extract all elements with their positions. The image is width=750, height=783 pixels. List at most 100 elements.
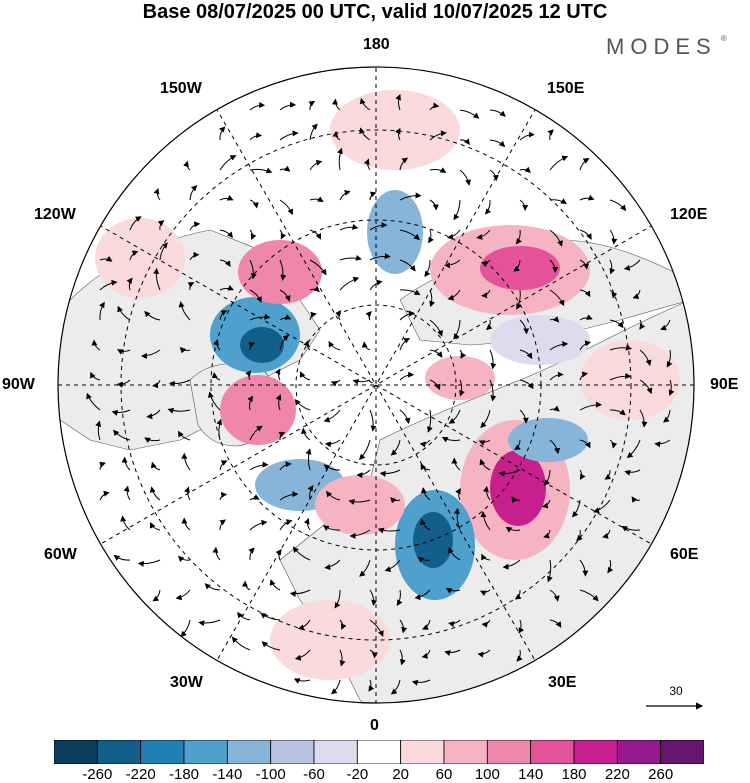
wind-arrow [332, 98, 341, 111]
wind-arrow [448, 547, 461, 561]
wind-arrow [167, 407, 191, 414]
wind-arrow [424, 259, 431, 277]
wind-arrow [549, 439, 561, 455]
wind-arrow [609, 289, 618, 299]
wind-arrow [309, 196, 324, 203]
wind-arrow [300, 427, 311, 441]
wind-arrow [579, 439, 591, 449]
wind-arrow [623, 259, 641, 271]
wind-arrow [459, 169, 472, 186]
wind-arrow [339, 223, 359, 231]
wind-arrow [323, 464, 341, 471]
wind-arrow [514, 589, 522, 600]
colorbar-tick-label: -100 [255, 766, 286, 783]
wind-arrow [184, 486, 191, 501]
colorbar-cell [140, 740, 185, 764]
wind-arrow [95, 420, 102, 441]
colorbar-tick-label: -20 [346, 766, 369, 783]
wind-arrow [390, 439, 401, 456]
wind-arrow [212, 546, 221, 561]
wind-arrow [113, 554, 131, 561]
wind-arrow [356, 469, 371, 479]
wind-arrow [99, 255, 113, 262]
colorbar-tick-label: -220 [125, 766, 156, 783]
neg-anomaly-bering [367, 190, 423, 274]
wind-arrow [339, 190, 351, 201]
wind-arrow [609, 439, 618, 449]
wind-arrow [396, 589, 403, 606]
colorbar [54, 740, 704, 764]
wind-arrow [175, 589, 191, 601]
wind-arrow [309, 123, 318, 141]
colorbar-cell [356, 740, 402, 764]
wind-arrow [422, 619, 431, 630]
wind-arrow [241, 580, 251, 591]
wind-arrow [269, 579, 281, 591]
wind-arrow [579, 469, 586, 481]
wind-arrow [330, 379, 341, 387]
wind-arrow [547, 129, 554, 141]
wind-arrow [368, 679, 375, 692]
wind-arrow [261, 641, 281, 651]
wind-arrow [369, 409, 377, 432]
wind-arrow [129, 216, 142, 231]
wind-arrow [279, 259, 287, 281]
colorbar-cell [96, 740, 142, 764]
colorbar-tick-label: 60 [435, 766, 453, 783]
wind-arrow [249, 132, 263, 141]
pos-anomaly-laptev [425, 356, 495, 400]
wind-arrow [279, 229, 287, 240]
wind-arrow [219, 155, 237, 171]
neg-anomaly-kara [508, 418, 588, 462]
pos-anomaly-alaska [238, 240, 322, 304]
colorbar-tick-label: -60 [303, 766, 325, 783]
wind-arrow [323, 409, 341, 423]
wind-arrow [519, 379, 534, 390]
wind-arrow [369, 589, 378, 606]
wind-arrow [289, 589, 311, 597]
wind-arrow [369, 649, 378, 659]
pos-anomaly-greenland [220, 375, 296, 445]
colorbar-tick-label: -260 [82, 766, 113, 783]
colorbar-tick-label: 220 [604, 766, 630, 783]
wind-arrow [189, 185, 198, 201]
wind-arrow [444, 259, 461, 269]
wind-arrow [120, 515, 131, 531]
wind-arrow [624, 469, 641, 476]
anomaly-contours [95, 90, 680, 680]
wind-arrow [394, 127, 401, 141]
wind-arrow [549, 371, 564, 381]
wind-arrow [116, 379, 131, 388]
wind-arrow [359, 97, 371, 111]
wind-arrow [332, 130, 341, 141]
pos-anomaly-pacific [95, 218, 185, 298]
wind-arrow [549, 259, 559, 273]
wind-arrow [249, 519, 268, 531]
wind-arrow [99, 301, 105, 321]
colorbar-tick-label: -180 [168, 766, 200, 783]
wind-arrow [429, 167, 447, 173]
wind-arrow [549, 155, 569, 171]
wind-arrow [328, 340, 341, 351]
wind-arrow [359, 439, 371, 461]
wind-arrow [571, 499, 581, 518]
wind-arrow [602, 529, 611, 539]
wind-arrow [237, 611, 251, 621]
wind-arrow [513, 439, 521, 451]
wind-arrow [459, 379, 465, 397]
colorbar-cell [616, 740, 662, 764]
wind-arrow [249, 494, 260, 501]
lon-label-30e: 30E [548, 674, 577, 691]
wind-arrow [178, 301, 191, 321]
lon-label-60w: 60W [44, 546, 77, 563]
wind-arrow [245, 370, 252, 381]
wind-arrow [359, 559, 371, 577]
lon-label-90w: 90W [2, 376, 35, 393]
wind-arrow [668, 379, 675, 396]
lon-label-120e: 120E [670, 206, 708, 223]
wind-arrow [189, 251, 200, 261]
colorbar-cell [530, 740, 575, 764]
wind-arrow [335, 310, 342, 321]
wind-arrow [249, 313, 271, 321]
colorbar-tick-label: 140 [518, 766, 544, 783]
